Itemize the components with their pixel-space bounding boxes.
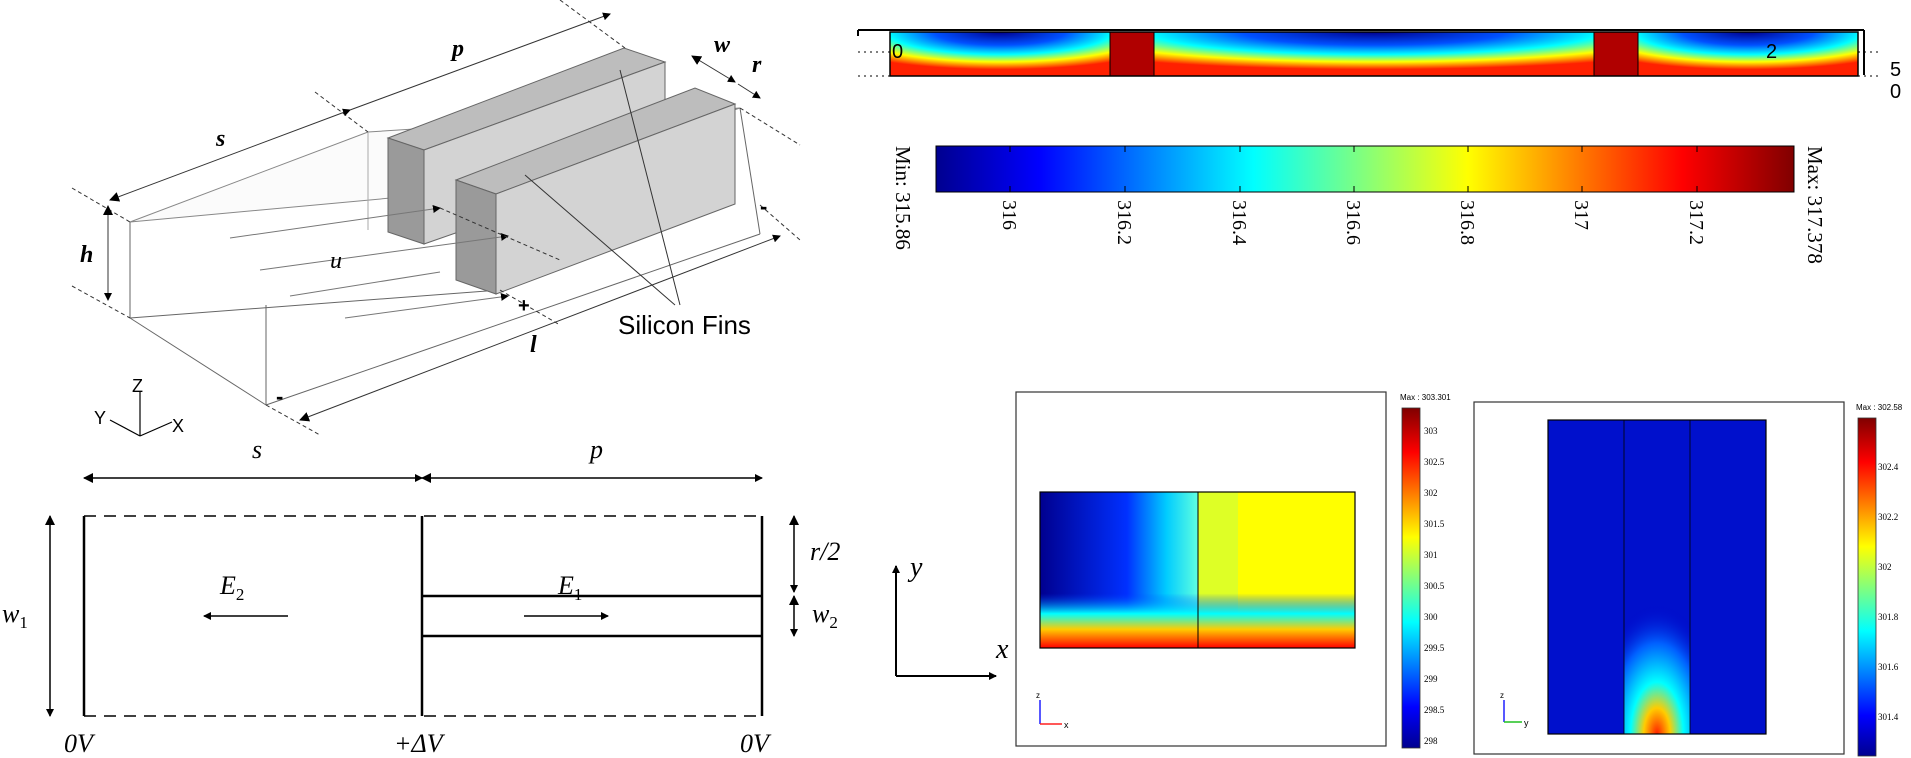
xy-axes [892, 565, 997, 680]
schematic-label-w2: w2 [812, 599, 838, 632]
voltage-left: 0V [64, 729, 96, 758]
colorbar-min-label: Min: 315.86 [891, 146, 915, 250]
left-tick: 300.5 [1424, 581, 1445, 591]
colorbar-tick-label: 316 [998, 200, 1020, 230]
left-tick: 299.5 [1424, 643, 1445, 653]
label-s: s [215, 126, 225, 152]
label-plus: + [518, 295, 530, 317]
right-tick: 302 [1878, 562, 1892, 572]
right-tick: 301.4 [1878, 712, 1899, 722]
left-tick: 301.5 [1424, 519, 1445, 529]
schematic-label-w1: w1 [2, 599, 28, 632]
left-triad-x: x [1064, 720, 1069, 730]
voltage-middle: +ΔV [394, 729, 446, 758]
colorbar-tick-label: 317 [1570, 200, 1592, 230]
right-plot-max-label: Max : 302.58 [1856, 403, 1903, 412]
left-plot-triad [1039, 700, 1062, 725]
right-triad-z: z [1500, 691, 1504, 700]
strip-tick-left: 0 [892, 41, 903, 63]
isometric-schematic [71, 0, 801, 436]
right-tick: 302.4 [1878, 462, 1899, 472]
colorbar-tick-label: 316.2 [1113, 200, 1135, 245]
field-label-e1: E1 [557, 571, 582, 604]
axis-z-label: Z [132, 376, 143, 396]
strip-tick-right: 2 [1766, 41, 1777, 63]
voltage-right: 0V [740, 729, 772, 758]
isometric-labels: p s h u l w r + - - Silicon Fins [80, 32, 767, 409]
colorbar-tick-label: 317.2 [1685, 200, 1707, 245]
circuit-schematic [45, 473, 799, 717]
colorbar-max-label: Max: 317.378 [1803, 146, 1827, 264]
schematic-label-p: p [588, 435, 603, 464]
xy-axis-x-label: x [995, 634, 1009, 665]
label-h: h [80, 242, 93, 268]
axis-y-label: Y [94, 408, 106, 428]
label-u: u [330, 248, 342, 274]
left-plot-max-label: Max : 303.301 [1400, 393, 1451, 402]
left-triad-z: z [1036, 691, 1040, 700]
top-colorbar [935, 145, 1795, 193]
left-tick: 301 [1424, 550, 1438, 560]
xy-axis-y-label: y [907, 552, 923, 583]
top-colorbar-labels: Min: 315.86 Max: 317.378 316 316.2 316.4… [891, 146, 1827, 264]
left-tick: 299 [1424, 674, 1438, 684]
schematic-label-r-half: r/2 [810, 537, 840, 566]
label-w: w [714, 32, 731, 58]
right-triad-y: y [1524, 718, 1529, 728]
xyz-axis-triad [109, 392, 173, 437]
left-tick: 303 [1424, 426, 1438, 436]
silicon-fins-label: Silicon Fins [618, 310, 751, 340]
colorbar-tick-label: 316.8 [1456, 200, 1478, 245]
schematic-label-s: s [252, 435, 262, 464]
right-plot-triad [1503, 700, 1522, 723]
colorbar-tick-label: 316.4 [1228, 200, 1250, 245]
right-tick: 302.2 [1878, 512, 1898, 522]
top-colorbar-ticks [1009, 146, 1698, 192]
label-l: l [530, 332, 537, 358]
field-label-e2: E2 [219, 571, 244, 604]
label-p: p [450, 36, 464, 62]
left-tick: 302.5 [1424, 457, 1445, 467]
colorbar-tick-label: 316.6 [1342, 200, 1364, 245]
label-minus-right: - [760, 194, 767, 219]
label-minus-bottom: - [276, 384, 283, 409]
right-tick: 301.6 [1878, 662, 1899, 672]
right-tick: 301.8 [1878, 612, 1899, 622]
top-temperature-strip [857, 29, 1880, 77]
left-tick: 300 [1424, 612, 1438, 622]
right-colorbar-ticks: 302.4 302.2 302 301.8 301.6 301.4 [1878, 462, 1899, 722]
left-tick: 298 [1424, 736, 1438, 746]
axis-x-label: X [172, 416, 184, 436]
left-temperature-plot: z x Max : 303.301 303 302.5 302 301.5 30… [1015, 391, 1451, 749]
left-tick: 298.5 [1424, 705, 1445, 715]
strip-edge-label-2: 0 [1890, 81, 1901, 103]
left-colorbar-ticks: 303 302.5 302 301.5 301 300.5 300 299.5 … [1424, 426, 1445, 746]
schematic-labels: s p w1 r/2 w2 E2 E1 0V +ΔV 0V [2, 435, 840, 758]
right-temperature-plot: z y Max : 302.58 302.4 302.2 302 301.8 3… [1473, 401, 1903, 757]
strip-edge-label-1: 5 [1890, 59, 1901, 81]
left-tick: 302 [1424, 488, 1438, 498]
label-r: r [752, 52, 762, 78]
